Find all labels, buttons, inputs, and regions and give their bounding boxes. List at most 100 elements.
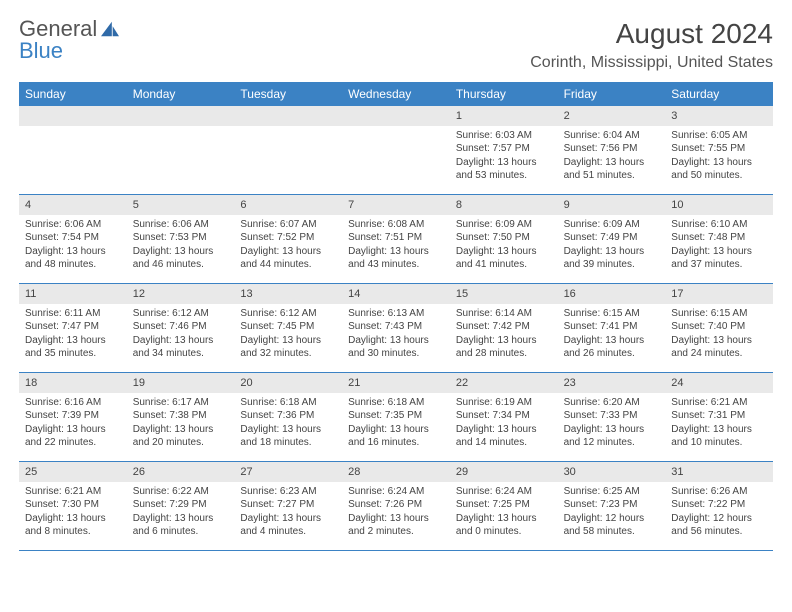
day-content: Sunrise: 6:15 AMSunset: 7:40 PMDaylight:… [665,304,773,365]
day-number: 12 [127,284,235,304]
day-number: 8 [450,195,558,215]
day-content: Sunrise: 6:19 AMSunset: 7:34 PMDaylight:… [450,393,558,454]
daylight-text: Daylight: 13 hours and 50 minutes. [671,156,767,183]
sunrise-text: Sunrise: 6:25 AM [564,485,660,499]
sunrise-text: Sunrise: 6:26 AM [671,485,767,499]
sunset-text: Sunset: 7:31 PM [671,409,767,423]
sunrise-text: Sunrise: 6:10 AM [671,218,767,232]
brand-logo: General Blue [19,18,121,62]
sunrise-text: Sunrise: 6:15 AM [564,307,660,321]
calendar-day: 15Sunrise: 6:14 AMSunset: 7:42 PMDayligh… [450,284,558,372]
sunrise-text: Sunrise: 6:03 AM [456,129,552,143]
sunset-text: Sunset: 7:25 PM [456,498,552,512]
day-content: Sunrise: 6:22 AMSunset: 7:29 PMDaylight:… [127,482,235,543]
day-content: Sunrise: 6:03 AMSunset: 7:57 PMDaylight:… [450,126,558,187]
daylight-text: Daylight: 13 hours and 2 minutes. [348,512,444,539]
day-number: 14 [342,284,450,304]
calendar-day: 29Sunrise: 6:24 AMSunset: 7:25 PMDayligh… [450,462,558,550]
sunset-text: Sunset: 7:56 PM [564,142,660,156]
sunrise-text: Sunrise: 6:23 AM [240,485,336,499]
day-content: Sunrise: 6:09 AMSunset: 7:49 PMDaylight:… [558,215,666,276]
calendar-day: 18Sunrise: 6:16 AMSunset: 7:39 PMDayligh… [19,373,127,461]
day-content: Sunrise: 6:06 AMSunset: 7:53 PMDaylight:… [127,215,235,276]
sunrise-text: Sunrise: 6:07 AM [240,218,336,232]
day-content: Sunrise: 6:10 AMSunset: 7:48 PMDaylight:… [665,215,773,276]
calendar-day: 11Sunrise: 6:11 AMSunset: 7:47 PMDayligh… [19,284,127,372]
day-content: Sunrise: 6:09 AMSunset: 7:50 PMDaylight:… [450,215,558,276]
daylight-text: Daylight: 13 hours and 28 minutes. [456,334,552,361]
day-header: Saturday [665,82,773,106]
day-content: Sunrise: 6:12 AMSunset: 7:46 PMDaylight:… [127,304,235,365]
sunrise-text: Sunrise: 6:12 AM [133,307,229,321]
day-header: Wednesday [342,82,450,106]
calendar-week: 1Sunrise: 6:03 AMSunset: 7:57 PMDaylight… [19,106,773,195]
daylight-text: Daylight: 12 hours and 58 minutes. [564,512,660,539]
day-content: Sunrise: 6:24 AMSunset: 7:26 PMDaylight:… [342,482,450,543]
brand-word-2: Blue [19,38,63,63]
daylight-text: Daylight: 13 hours and 0 minutes. [456,512,552,539]
calendar-day: 31Sunrise: 6:26 AMSunset: 7:22 PMDayligh… [665,462,773,550]
day-content: Sunrise: 6:16 AMSunset: 7:39 PMDaylight:… [19,393,127,454]
calendar-day: 13Sunrise: 6:12 AMSunset: 7:45 PMDayligh… [234,284,342,372]
day-number [342,106,450,126]
calendar-day: 26Sunrise: 6:22 AMSunset: 7:29 PMDayligh… [127,462,235,550]
day-content: Sunrise: 6:24 AMSunset: 7:25 PMDaylight:… [450,482,558,543]
calendar-day [127,106,235,194]
daylight-text: Daylight: 13 hours and 30 minutes. [348,334,444,361]
calendar-day: 20Sunrise: 6:18 AMSunset: 7:36 PMDayligh… [234,373,342,461]
sunset-text: Sunset: 7:42 PM [456,320,552,334]
sunrise-text: Sunrise: 6:18 AM [240,396,336,410]
day-content: Sunrise: 6:14 AMSunset: 7:42 PMDaylight:… [450,304,558,365]
day-number: 1 [450,106,558,126]
sunset-text: Sunset: 7:51 PM [348,231,444,245]
sunrise-text: Sunrise: 6:06 AM [133,218,229,232]
calendar-day [234,106,342,194]
day-number: 9 [558,195,666,215]
sunset-text: Sunset: 7:52 PM [240,231,336,245]
day-number [234,106,342,126]
sunrise-text: Sunrise: 6:19 AM [456,396,552,410]
day-number [127,106,235,126]
sunrise-text: Sunrise: 6:18 AM [348,396,444,410]
day-content: Sunrise: 6:18 AMSunset: 7:36 PMDaylight:… [234,393,342,454]
calendar-day: 27Sunrise: 6:23 AMSunset: 7:27 PMDayligh… [234,462,342,550]
calendar-day: 2Sunrise: 6:04 AMSunset: 7:56 PMDaylight… [558,106,666,194]
day-number: 27 [234,462,342,482]
location: Corinth, Mississippi, United States [530,54,773,72]
sunrise-text: Sunrise: 6:11 AM [25,307,121,321]
day-content: Sunrise: 6:25 AMSunset: 7:23 PMDaylight:… [558,482,666,543]
calendar-day: 16Sunrise: 6:15 AMSunset: 7:41 PMDayligh… [558,284,666,372]
calendar: SundayMondayTuesdayWednesdayThursdayFrid… [19,82,773,551]
daylight-text: Daylight: 13 hours and 34 minutes. [133,334,229,361]
day-number: 3 [665,106,773,126]
day-number: 23 [558,373,666,393]
day-number: 29 [450,462,558,482]
day-content: Sunrise: 6:23 AMSunset: 7:27 PMDaylight:… [234,482,342,543]
calendar-week: 11Sunrise: 6:11 AMSunset: 7:47 PMDayligh… [19,284,773,373]
calendar-day: 17Sunrise: 6:15 AMSunset: 7:40 PMDayligh… [665,284,773,372]
sunset-text: Sunset: 7:50 PM [456,231,552,245]
calendar-weeks: 1Sunrise: 6:03 AMSunset: 7:57 PMDaylight… [19,106,773,551]
calendar-day: 12Sunrise: 6:12 AMSunset: 7:46 PMDayligh… [127,284,235,372]
daylight-text: Daylight: 13 hours and 12 minutes. [564,423,660,450]
sunset-text: Sunset: 7:49 PM [564,231,660,245]
day-headers-row: SundayMondayTuesdayWednesdayThursdayFrid… [19,82,773,106]
day-content: Sunrise: 6:06 AMSunset: 7:54 PMDaylight:… [19,215,127,276]
day-content: Sunrise: 6:13 AMSunset: 7:43 PMDaylight:… [342,304,450,365]
day-number: 26 [127,462,235,482]
calendar-day: 21Sunrise: 6:18 AMSunset: 7:35 PMDayligh… [342,373,450,461]
day-number [19,106,127,126]
daylight-text: Daylight: 13 hours and 51 minutes. [564,156,660,183]
sunrise-text: Sunrise: 6:22 AM [133,485,229,499]
calendar-day: 28Sunrise: 6:24 AMSunset: 7:26 PMDayligh… [342,462,450,550]
calendar-day: 5Sunrise: 6:06 AMSunset: 7:53 PMDaylight… [127,195,235,283]
day-content: Sunrise: 6:26 AMSunset: 7:22 PMDaylight:… [665,482,773,543]
sunset-text: Sunset: 7:46 PM [133,320,229,334]
sunset-text: Sunset: 7:38 PM [133,409,229,423]
day-number: 18 [19,373,127,393]
calendar-day: 9Sunrise: 6:09 AMSunset: 7:49 PMDaylight… [558,195,666,283]
sunrise-text: Sunrise: 6:17 AM [133,396,229,410]
calendar-day [342,106,450,194]
sunset-text: Sunset: 7:39 PM [25,409,121,423]
calendar-day: 3Sunrise: 6:05 AMSunset: 7:55 PMDaylight… [665,106,773,194]
